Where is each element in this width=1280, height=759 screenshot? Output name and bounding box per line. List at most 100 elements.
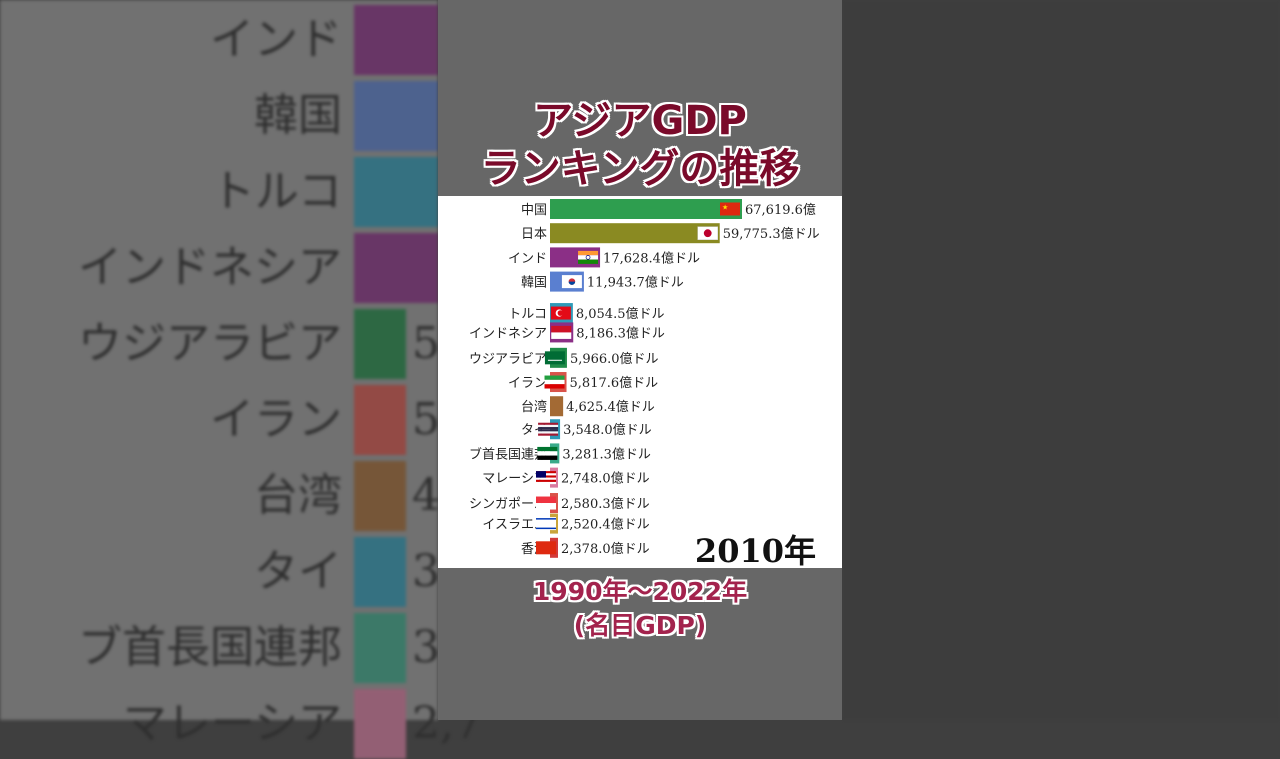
value-label: 2,580.3億ドル xyxy=(561,496,650,512)
category-label: インドネシア xyxy=(469,326,547,341)
korea-flag xyxy=(561,275,582,289)
malaysia-flag xyxy=(536,471,556,485)
background-label: 台湾 xyxy=(254,470,342,521)
value-label: 5,966.0億ドル xyxy=(570,351,659,367)
bar-row: トルコ 8,054.5億ドル xyxy=(508,303,665,324)
background-row: 韓国 xyxy=(0,81,438,151)
background-value: 5 xyxy=(412,394,440,445)
bar-row: マレーシア 2,748.0億ドル xyxy=(482,467,650,488)
background-bar xyxy=(354,537,406,607)
category-label: イラン xyxy=(508,376,547,391)
bar-row: イスラエル 2,520.4億ドル xyxy=(482,513,650,534)
value-label: 11,943.7億ドル xyxy=(587,275,684,291)
bar-row: 香港 2,378.0億ドル xyxy=(521,537,650,558)
category-label: トルコ xyxy=(508,307,547,322)
background-bar xyxy=(354,385,406,455)
category-label: ウジアラビア xyxy=(469,352,547,367)
background-bar xyxy=(354,309,406,379)
israel-flag xyxy=(536,517,556,531)
category-label: シンガポール xyxy=(469,497,547,512)
bar-row: 日本 59,775.3億ドル xyxy=(521,223,820,244)
subtitle-line-2: (名目GDP) xyxy=(573,611,707,640)
value-label: 3,548.0億ドル xyxy=(563,422,652,438)
category-label: インド xyxy=(508,251,547,266)
value-label: 4,625.4億ドル xyxy=(566,399,655,415)
background-bar xyxy=(354,233,438,303)
value-label: 59,775.3億ドル xyxy=(723,226,820,242)
bar-row: 中国 ★ 67,619.6億ドル xyxy=(521,199,842,219)
background-label: 韓国 xyxy=(254,90,342,141)
china-flag: ★ xyxy=(720,202,740,216)
subtitle-line-1: 1990年〜2022年 xyxy=(532,577,748,606)
value-label: 8,054.5億ドル xyxy=(576,306,665,322)
background-row: インドネシア xyxy=(0,233,438,303)
bar xyxy=(550,199,742,219)
bar-row: 台湾 4,625.4億ドル xyxy=(521,396,655,417)
india-flag xyxy=(578,250,599,264)
bar-row: タイ 3,548.0億ドル xyxy=(521,419,652,440)
svg-text:★: ★ xyxy=(722,204,728,212)
background-label: タイ xyxy=(254,546,342,597)
category-label: 中国 xyxy=(521,203,547,218)
background-row: イラン 5 xyxy=(0,385,440,455)
japan-flag xyxy=(697,226,718,240)
category-label: 日本 xyxy=(521,227,547,242)
background-right xyxy=(842,0,1280,720)
background-row: インド xyxy=(0,5,438,75)
value-label: 67,619.6億ドル xyxy=(745,202,842,218)
year-label: 2010年 xyxy=(694,532,816,570)
bar-row: ウジアラビア 5,966.0億ドル xyxy=(469,347,659,368)
value-label: 2,378.0億ドル xyxy=(561,541,650,557)
iran-flag xyxy=(544,375,565,389)
value-label: 2,520.4億ドル xyxy=(561,517,650,533)
saudi-flag xyxy=(544,351,565,365)
bar-row: ブ首長国連邦 3,281.3億ドル xyxy=(469,443,651,464)
background-label: マレーシア xyxy=(122,698,342,749)
background-row: 台湾 4, xyxy=(0,461,454,531)
title-line-2: ランキングの推移 xyxy=(480,146,800,192)
category-label: 韓国 xyxy=(521,276,547,291)
background-value: 5 xyxy=(412,318,440,369)
singapore-flag xyxy=(536,496,556,510)
indonesia-flag xyxy=(551,325,572,339)
turkey-flag xyxy=(550,306,571,320)
background-label: インドネシア xyxy=(78,242,342,293)
background-label: イラン xyxy=(210,394,342,445)
bar-row: シンガポール 2,580.3億ドル xyxy=(469,493,650,514)
background-label: インド xyxy=(210,14,342,65)
value-label: 3,281.3億ドル xyxy=(562,446,651,462)
category-label: イスラエル xyxy=(482,518,547,533)
hongkong-flag xyxy=(536,541,556,555)
background-label: ウジアラビア xyxy=(78,318,342,369)
value-label: 8,186.3億ドル xyxy=(576,325,665,341)
bar-row: インドネシア 8,186.3億ドル xyxy=(469,322,665,343)
background-bar xyxy=(354,461,406,531)
background-row: トルコ xyxy=(0,157,438,227)
bar xyxy=(550,396,564,417)
thailand-flag xyxy=(538,422,559,436)
uae-flag xyxy=(537,446,558,460)
background-row: タイ3,5 xyxy=(0,537,482,607)
bar-row: インド 17,628.4億ドル xyxy=(508,247,700,268)
bar-row: 韓国 11,943.7億ドル xyxy=(521,271,684,292)
bar xyxy=(550,223,720,244)
background-row: マレーシア 2,7 xyxy=(0,689,482,759)
category-label: ブ首長国連邦 xyxy=(469,446,547,462)
background-bar xyxy=(354,157,438,227)
background-bar xyxy=(354,5,438,75)
value-label: 2,748.0億ドル xyxy=(561,471,650,487)
background-bar xyxy=(354,613,406,683)
category-label: マレーシア xyxy=(482,472,547,487)
background-label: ブ首長国連邦 xyxy=(78,622,342,673)
background-label: トルコ xyxy=(210,166,342,217)
background-row: ウジアラビア 5 xyxy=(0,309,440,379)
chart-area: 中国 ★ 67,619.6億ドル日本 59,775.3億ドルインド 17,628.4億ド… xyxy=(438,196,842,570)
video-panel: アジアGDP ランキングの推移 中国 ★ 67,619.6億ドル日本 59,775.3… xyxy=(438,0,842,720)
value-label: 17,628.4億ドル xyxy=(603,250,700,266)
title-line-1: アジアGDP xyxy=(533,98,747,144)
bar-row: イラン 5,817.6億ドル xyxy=(508,372,658,393)
background-bar xyxy=(354,81,438,151)
background-bar xyxy=(354,689,406,759)
